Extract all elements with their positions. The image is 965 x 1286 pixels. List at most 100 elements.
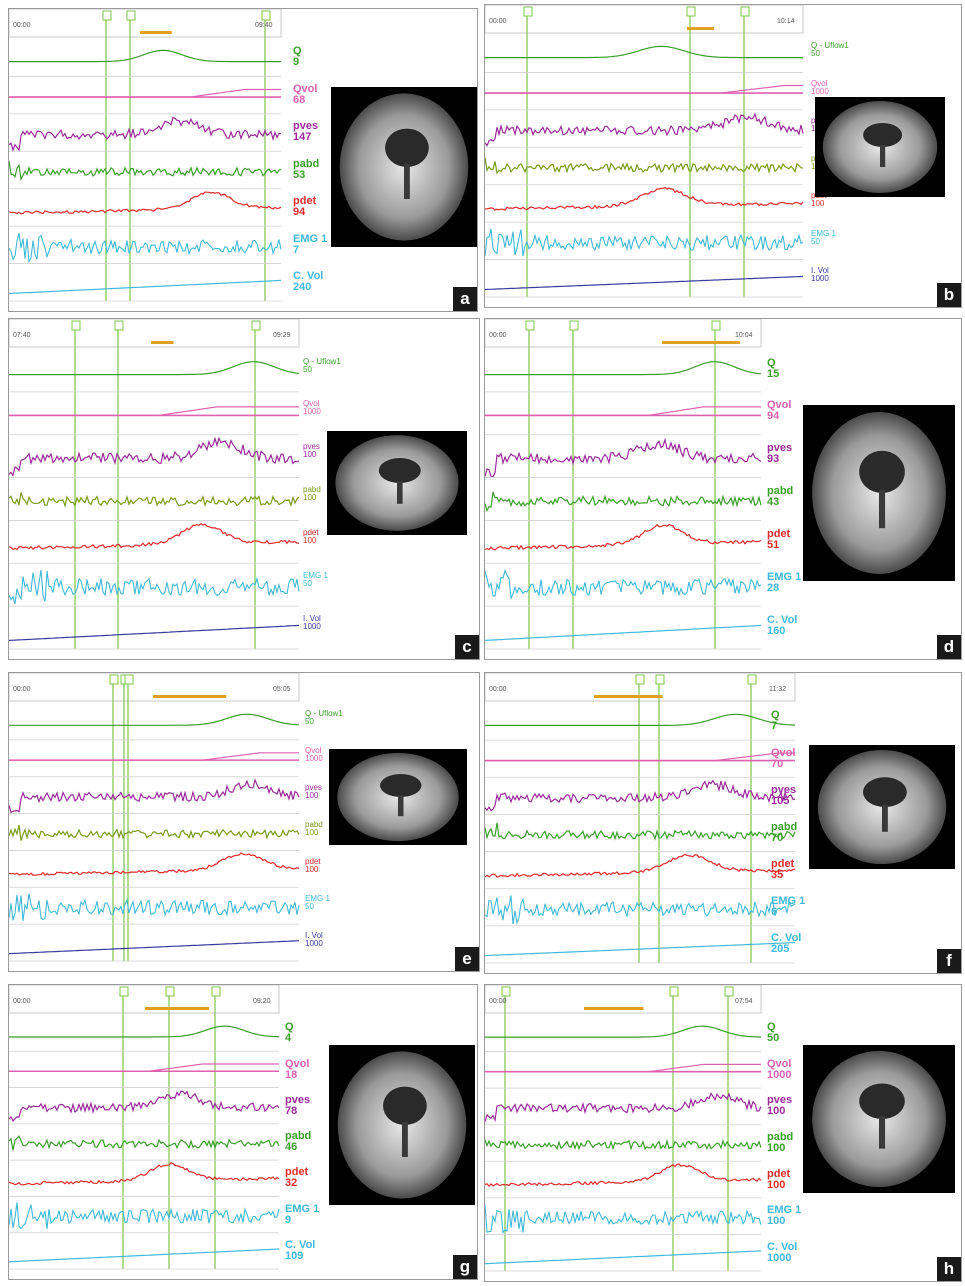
time-label: 05:05	[273, 686, 291, 693]
panel-tag: e	[455, 947, 479, 971]
channel-label-qvol: Qvol 1000	[303, 400, 321, 416]
channel-label-qvol: Qvol 70	[771, 747, 795, 770]
channel-name: EMG 1	[767, 1204, 802, 1217]
channel-label-emg: EMG 1 50	[303, 571, 328, 588]
channel-name: pdet	[767, 528, 791, 540]
trace-q	[9, 49, 281, 63]
void-bar	[662, 341, 740, 344]
time-label: 00:00	[13, 686, 31, 693]
channel-label-pdet: pdet 35	[771, 859, 794, 881]
trace-q	[485, 1025, 761, 1038]
channel-scale-value: 100	[305, 827, 319, 837]
panel-tag: a	[453, 287, 477, 311]
channel-scale-value: 147	[293, 131, 312, 144]
bladder-shadow	[859, 450, 905, 493]
channel-scale-value: 94	[767, 410, 780, 423]
channel-name: Q	[767, 1021, 776, 1034]
channel-label-ivol: I. Vol 1000	[305, 930, 323, 948]
channel-name: pves	[767, 1094, 793, 1107]
channel-name: pabd	[767, 485, 794, 498]
bladder-shadow	[380, 773, 422, 797]
channel-label-pves: pves 93	[767, 443, 792, 465]
channel-scale-value: 7	[293, 243, 300, 256]
trace-pves	[485, 437, 762, 478]
channel-scale-value: 100	[303, 536, 317, 545]
trace-cvol	[485, 624, 762, 641]
channel-scale-value: 1000	[305, 754, 323, 764]
trace-pdet	[485, 1163, 762, 1187]
channel-name: Qvol	[285, 1057, 310, 1070]
channel-scale-value: 70	[771, 831, 784, 844]
time-label: 09:40	[255, 22, 273, 29]
bladder-shadow	[383, 1086, 427, 1125]
channel-scale-value: 18	[285, 1068, 298, 1081]
channel-scale-value: 50	[305, 901, 314, 911]
channel-scale-value: 6	[771, 906, 778, 919]
trace-pdet	[9, 1162, 280, 1186]
channel-label-pabd: pabd 46	[285, 1131, 311, 1153]
channel-scale-value: 32	[285, 1177, 298, 1190]
channel-name: Q	[285, 1021, 294, 1034]
event-marker-flag	[669, 986, 679, 997]
panel-c: 07:40 09:29 Q - Uflow1 50 Qvol 1000 pves 100 pab…	[8, 318, 480, 660]
panel-d: 00:00 10:04 Q 15 Qvol 94 pves 93 pabd 43 pdet 51 EMG…	[484, 318, 962, 660]
channel-scale-value: 9	[293, 56, 300, 69]
trace-pabd_olive	[9, 824, 300, 841]
channel-name: pabd	[771, 820, 798, 833]
event-marker-flag	[102, 10, 112, 21]
channel-scale-value: 94	[293, 206, 306, 219]
channel-label-pabd: pabd 43	[767, 486, 793, 508]
channel-scale-value: 100	[303, 450, 317, 460]
channel-label-cvol: C. Vol 1000	[767, 1241, 797, 1264]
trace-pves	[9, 436, 300, 477]
channel-name: EMG 1	[811, 228, 836, 238]
channel-name: C. Vol	[285, 1238, 316, 1251]
trace-area	[9, 673, 300, 962]
channel-scale-value: 50	[303, 578, 312, 588]
void-bar	[140, 31, 172, 34]
channel-label-emg: EMG 1 50	[811, 228, 836, 246]
time-label: 11:32	[769, 686, 786, 693]
panel-tag: b	[937, 283, 961, 307]
time-label: 00:00	[13, 22, 31, 29]
urethra-shadow	[402, 1121, 408, 1157]
channel-name: I. Vol	[305, 930, 323, 940]
event-marker-flag	[747, 674, 757, 685]
trace-pdet	[9, 522, 300, 551]
channel-label-qvol: Qvol 1000	[305, 747, 323, 763]
event-marker-flag	[711, 320, 721, 331]
channel-scale-value: 28	[767, 581, 780, 594]
event-marker-flag	[724, 986, 734, 997]
urethra-shadow	[879, 1116, 886, 1149]
channel-name: Q - Uflow1	[303, 356, 341, 366]
event-marker-flag	[71, 320, 81, 331]
channel-label-pdet: pdet 94	[293, 196, 316, 218]
channel-scale-value: 46	[285, 1141, 298, 1154]
channel-name: pabd	[293, 157, 320, 170]
channel-scale-value: 51	[767, 539, 780, 551]
fluoroscopy-image	[329, 1045, 475, 1205]
channel-label-cvol: C. Vol 160	[767, 614, 797, 637]
trace-qvol	[9, 752, 299, 761]
channel-name: pdet	[771, 858, 795, 870]
channel-label-cvol: C. Vol 205	[771, 933, 801, 955]
channel-label-pabd: pabd 53	[293, 157, 320, 181]
channel-scale-value: 4	[285, 1032, 292, 1045]
channel-scale-value: 1000	[303, 621, 321, 631]
channel-scale-value: 105	[771, 794, 790, 807]
channel-scale-value: 100	[767, 1178, 786, 1191]
channel-scale-value: 50	[303, 364, 312, 374]
fluoroscopy-image	[331, 87, 477, 247]
channel-name: pves	[303, 442, 320, 452]
event-marker-flag	[635, 674, 645, 685]
event-header	[485, 5, 804, 34]
fluoroscopy-image	[327, 431, 467, 535]
event-marker-flag	[251, 320, 261, 331]
channel-name: Qvol	[303, 399, 320, 409]
